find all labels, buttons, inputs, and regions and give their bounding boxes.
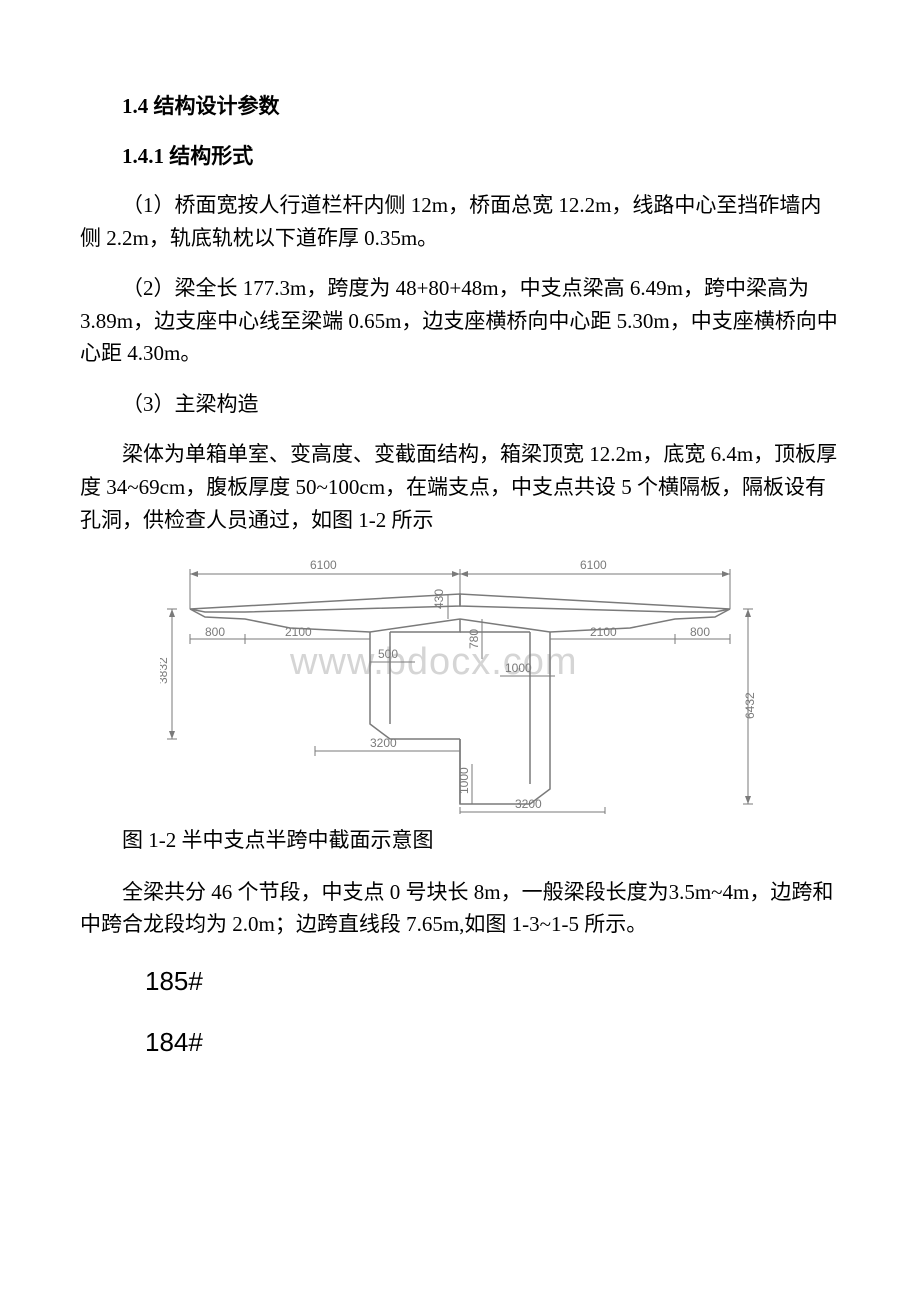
dim-6432: 6432 [743, 692, 757, 719]
cross-section-diagram: www.bdocx.com [160, 554, 760, 814]
dim-2100-right: 2100 [590, 625, 617, 639]
heading-1-4-1: 1.4.1 结构形式 [80, 140, 840, 174]
dim-1000-v: 1000 [457, 767, 471, 794]
para-1: （1）桥面宽按人行道栏杆内侧 12m，桥面总宽 12.2m，线路中心至挡砟墙内侧… [80, 189, 840, 254]
dim-500: 500 [378, 647, 398, 661]
dim-430: 430 [432, 589, 446, 609]
label-184: 184# [80, 1022, 840, 1064]
para-4: 梁体为单箱单室、变高度、变截面结构，箱梁顶宽 12.2m，底宽 6.4m，顶板厚… [80, 438, 840, 536]
dim-6100-right: 6100 [580, 558, 607, 572]
para-5: 全梁共分 46 个节段，中支点 0 号块长 8m，一般梁段长度为3.5m~4m，… [80, 876, 840, 941]
dim-800-right: 800 [690, 625, 710, 639]
para-2: （2）梁全长 177.3m，跨度为 48+80+48m，中支点梁高 6.49m，… [80, 272, 840, 370]
dim-3200-top: 3200 [370, 736, 397, 750]
dim-780: 780 [467, 629, 481, 649]
dim-6100-left: 6100 [310, 558, 337, 572]
dim-800-left: 800 [205, 625, 225, 639]
dim-3200-bottom: 3200 [515, 797, 542, 811]
heading-1-4: 1.4 结构设计参数 [80, 90, 840, 124]
dim-2100-left: 2100 [285, 625, 312, 639]
section-1-4: 1.4 结构设计参数 1.4.1 结构形式 （1）桥面宽按人行道栏杆内侧 12m… [80, 90, 840, 1064]
label-185: 185# [80, 961, 840, 1003]
dim-1000-h: 1000 [505, 661, 532, 675]
para-3: （3）主梁构造 [80, 388, 840, 421]
dim-3832: 3832 [160, 657, 170, 684]
figure-caption: 图 1-2 半中支点半跨中截面示意图 [80, 824, 840, 858]
watermark-text: www.bdocx.com [289, 641, 578, 683]
